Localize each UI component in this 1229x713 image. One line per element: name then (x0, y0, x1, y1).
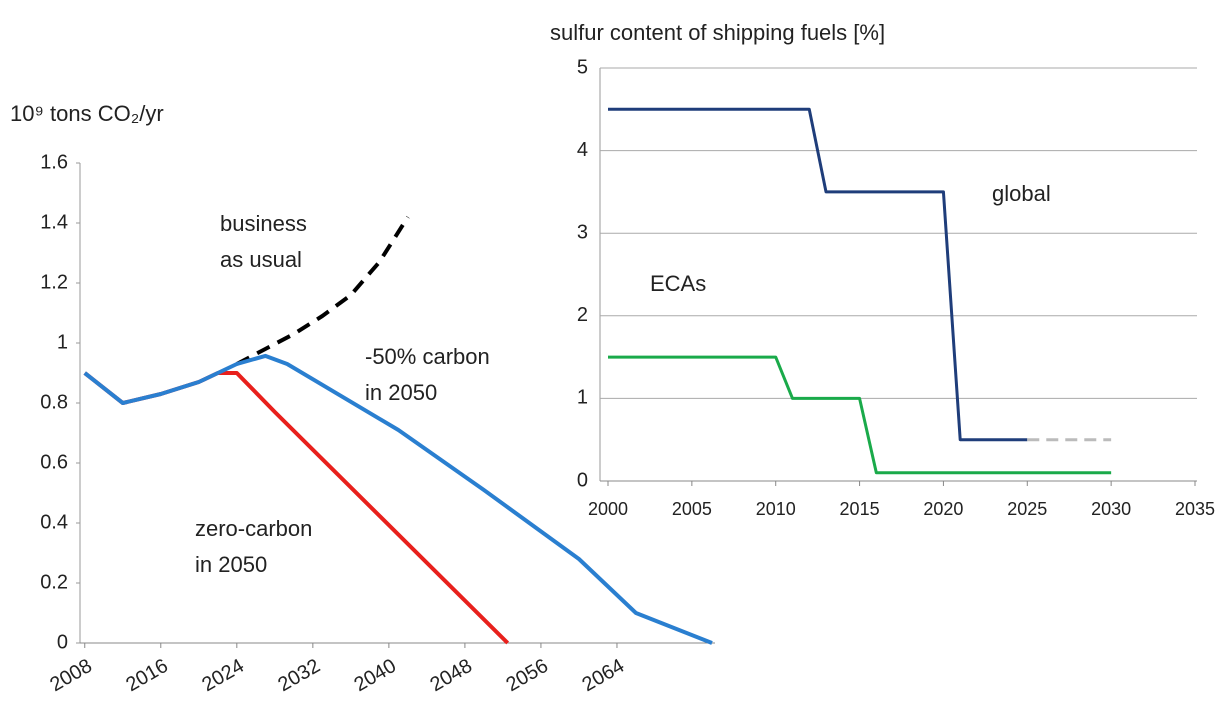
series-line (83, 371, 510, 645)
x-tick-label: 2064 (579, 655, 629, 696)
x-tick-label: 2010 (756, 499, 796, 519)
x-tick-label: 2016 (122, 655, 172, 696)
series-line (235, 215, 410, 366)
annotation: zero-carbon (195, 516, 312, 541)
x-tick-label: 2040 (350, 655, 400, 696)
annotation: in 2050 (365, 380, 437, 405)
y-tick-label: 3 (577, 221, 588, 243)
x-tick-label: 2025 (1007, 499, 1047, 519)
y-tick-label: 2 (577, 304, 588, 326)
y-tick-label: 1 (57, 331, 68, 353)
annotation: ECAs (650, 271, 706, 296)
y-axis-label: 10⁹ tons CO₂/yr (10, 101, 164, 126)
y-tick-label: 1.2 (40, 271, 68, 293)
y-tick-label: 1.4 (40, 211, 68, 233)
annotation: -50% carbon (365, 344, 490, 369)
x-tick-label: 2032 (274, 655, 324, 696)
x-tick-label: 2008 (46, 655, 96, 696)
x-tick-label: 2035 (1175, 499, 1215, 519)
y-tick-label: 0.2 (40, 571, 68, 593)
y-tick-label: 0.4 (40, 511, 68, 533)
y-tick-label: 1.6 (40, 151, 68, 173)
x-tick-label: 2048 (427, 655, 477, 696)
annotation: as usual (220, 247, 302, 272)
annotation: global (992, 181, 1051, 206)
y-tick-label: 5 (577, 56, 588, 78)
series-line (608, 107, 1028, 442)
y-tick-label: 0.8 (40, 391, 68, 413)
x-tick-label: 2030 (1091, 499, 1131, 519)
series-line (608, 355, 1112, 475)
annotation: in 2050 (195, 552, 267, 577)
chart-title: sulfur content of shipping fuels [%] (550, 20, 885, 45)
y-tick-label: 4 (577, 139, 588, 161)
x-tick-label: 2024 (198, 655, 248, 696)
x-tick-label: 2015 (840, 499, 880, 519)
y-tick-label: 0 (577, 469, 588, 491)
y-tick-label: 0.6 (40, 451, 68, 473)
y-tick-label: 1 (577, 387, 588, 409)
y-tick-label: 0 (57, 631, 68, 653)
x-tick-label: 2056 (503, 655, 553, 696)
x-tick-label: 2020 (923, 499, 963, 519)
x-tick-label: 2000 (588, 499, 628, 519)
series-line (83, 353, 713, 645)
x-tick-label: 2005 (672, 499, 712, 519)
annotation: business (220, 211, 307, 236)
